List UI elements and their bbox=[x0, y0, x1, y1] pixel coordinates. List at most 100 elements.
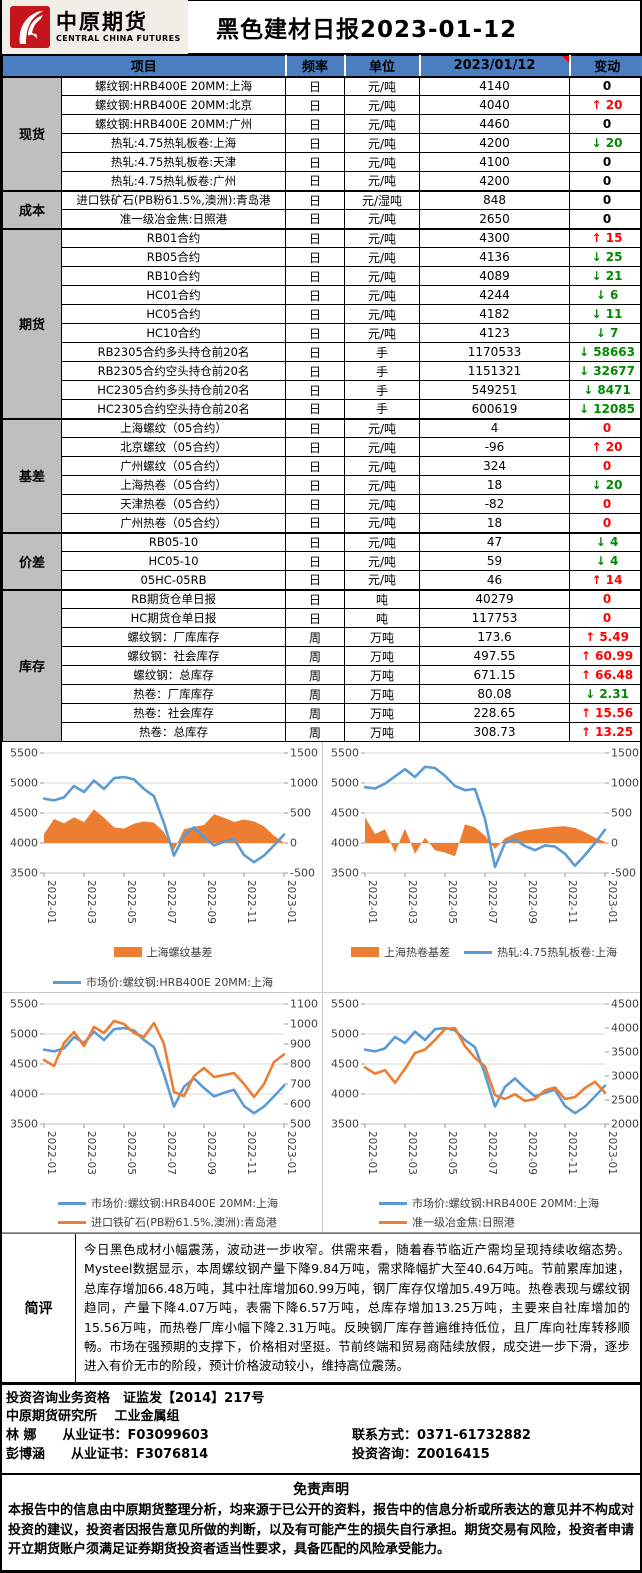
svg-text:5000: 5000 bbox=[331, 777, 359, 790]
chart-canvas: 55005000450040003500150010005000-5002022… bbox=[4, 746, 322, 940]
change-cell: ↓ 21 bbox=[570, 267, 642, 286]
frequency-cell: 日 bbox=[286, 191, 345, 210]
legend-item: 准一级冶金焦:日照港 bbox=[379, 1214, 515, 1230]
disclaimer-text: 本报告中的信息由中原期货整理分析，均来源于已公开的资料，报告中的信息分析或所表达… bbox=[8, 1501, 634, 1560]
frequency-cell: 日 bbox=[286, 77, 345, 96]
change-cell: 0 bbox=[570, 514, 642, 533]
item-cell: 广州热卷（05合约） bbox=[62, 514, 286, 533]
frequency-cell: 日 bbox=[286, 115, 345, 134]
svg-text:5500: 5500 bbox=[331, 747, 359, 760]
unit-cell: 元/吨 bbox=[345, 514, 420, 533]
frequency-cell: 日 bbox=[286, 400, 345, 419]
chart-legend: 上海螺纹基差市场价:螺纹钢:HRB400E 20MM:上海 bbox=[4, 944, 322, 990]
legend-item: 市场价:螺纹钢:HRB400E 20MM:上海 bbox=[379, 1195, 599, 1211]
item-cell: 螺纹钢：厂库库存 bbox=[62, 628, 286, 647]
change-cell: 0 bbox=[570, 191, 642, 210]
svg-text:2022-01: 2022-01 bbox=[366, 880, 378, 924]
chart-legend: 市场价:螺纹钢:HRB400E 20MM:上海准一级冶金焦:日照港 bbox=[325, 1195, 642, 1230]
frequency-cell: 日 bbox=[286, 457, 345, 476]
change-cell: ↓ 11 bbox=[570, 305, 642, 324]
analyst-line-1: 林 娜 从业证书：F03099603 联系方式：0371-61732882 bbox=[6, 1427, 636, 1446]
legend-item: 进口铁矿石(PB粉61.5%,澳洲):青岛港 bbox=[58, 1214, 277, 1230]
unit-cell: 元/吨 bbox=[345, 438, 420, 457]
svg-text:2023-01: 2023-01 bbox=[285, 880, 297, 924]
value-cell: 18 bbox=[420, 514, 570, 533]
svg-text:2022-01: 2022-01 bbox=[45, 880, 57, 924]
svg-text:1000: 1000 bbox=[290, 1018, 318, 1031]
unit-cell: 万吨 bbox=[345, 666, 420, 685]
svg-text:2022-07: 2022-07 bbox=[165, 880, 177, 924]
item-cell: RB2305合约多头持仓前20名 bbox=[62, 343, 286, 362]
frequency-cell: 日 bbox=[286, 153, 345, 172]
value-cell: 4089 bbox=[420, 267, 570, 286]
svg-text:2500: 2500 bbox=[611, 1094, 639, 1107]
value-cell: 80.08 bbox=[420, 685, 570, 704]
svg-text:0: 0 bbox=[290, 837, 297, 850]
item-cell: 螺纹钢:HRB400E 20MM:北京 bbox=[62, 96, 286, 115]
unit-cell: 万吨 bbox=[345, 685, 420, 704]
chart-legend: 上海热卷基差热轧:4.75热轧板卷:上海 bbox=[325, 944, 642, 960]
frequency-cell: 日 bbox=[286, 438, 345, 457]
change-cell: ↓ 6 bbox=[570, 286, 642, 305]
unit-cell: 吨 bbox=[345, 590, 420, 609]
change-cell: ↓ 2.31 bbox=[570, 685, 642, 704]
legend-bar-swatch-icon bbox=[114, 947, 142, 957]
unit-cell: 元/吨 bbox=[345, 96, 420, 115]
frequency-cell: 日 bbox=[286, 590, 345, 609]
item-cell: 热卷：社会库存 bbox=[62, 704, 286, 723]
item-cell: 螺纹钢:HRB400E 20MM:上海 bbox=[62, 77, 286, 96]
svg-text:2022-01: 2022-01 bbox=[366, 1131, 378, 1175]
value-cell: 4123 bbox=[420, 324, 570, 343]
svg-text:2022-07: 2022-07 bbox=[486, 1131, 498, 1175]
value-cell: 4300 bbox=[420, 229, 570, 248]
item-cell: 热卷：厂库库存 bbox=[62, 685, 286, 704]
frequency-cell: 日 bbox=[286, 514, 345, 533]
frequency-cell: 周 bbox=[286, 666, 345, 685]
value-cell: 46 bbox=[420, 571, 570, 590]
unit-cell: 元/吨 bbox=[345, 172, 420, 191]
value-cell: 308.73 bbox=[420, 723, 570, 742]
value-cell: 324 bbox=[420, 457, 570, 476]
item-cell: 螺纹钢：总库存 bbox=[62, 666, 286, 685]
legend-item: 市场价:螺纹钢:HRB400E 20MM:上海 bbox=[58, 1195, 278, 1211]
disclaimer-title: 免责声明 bbox=[8, 1479, 634, 1499]
svg-text:2022-07: 2022-07 bbox=[165, 1131, 177, 1175]
change-cell: ↑ 20 bbox=[570, 96, 642, 115]
value-cell: 18 bbox=[420, 476, 570, 495]
svg-text:800: 800 bbox=[290, 1058, 311, 1071]
svg-text:5000: 5000 bbox=[10, 777, 38, 790]
value-cell: 4136 bbox=[420, 248, 570, 267]
legend-line-swatch-icon bbox=[464, 951, 492, 954]
change-cell: ↑ 66.48 bbox=[570, 666, 642, 685]
value-cell: -96 bbox=[420, 438, 570, 457]
svg-text:2022-05: 2022-05 bbox=[446, 880, 458, 924]
value-cell: 848 bbox=[420, 191, 570, 210]
svg-text:2022-03: 2022-03 bbox=[406, 1131, 418, 1175]
unit-cell: 元/吨 bbox=[345, 305, 420, 324]
change-cell: ↑ 5.49 bbox=[570, 628, 642, 647]
department-line: 中原期货研究所 工业金属组 bbox=[6, 1408, 180, 1427]
change-cell: 0 bbox=[570, 419, 642, 438]
svg-text:2022-11: 2022-11 bbox=[566, 1131, 578, 1175]
change-cell: ↑ 15.56 bbox=[570, 704, 642, 723]
item-cell: HC01合约 bbox=[62, 286, 286, 305]
svg-text:4500: 4500 bbox=[10, 1058, 38, 1071]
group-label: 库存 bbox=[3, 590, 62, 742]
frequency-cell: 周 bbox=[286, 647, 345, 666]
change-cell: 0 bbox=[570, 457, 642, 476]
chart-canvas: 55005000450040003500150010005000-5002022… bbox=[325, 746, 642, 940]
frequency-cell: 周 bbox=[286, 628, 345, 647]
